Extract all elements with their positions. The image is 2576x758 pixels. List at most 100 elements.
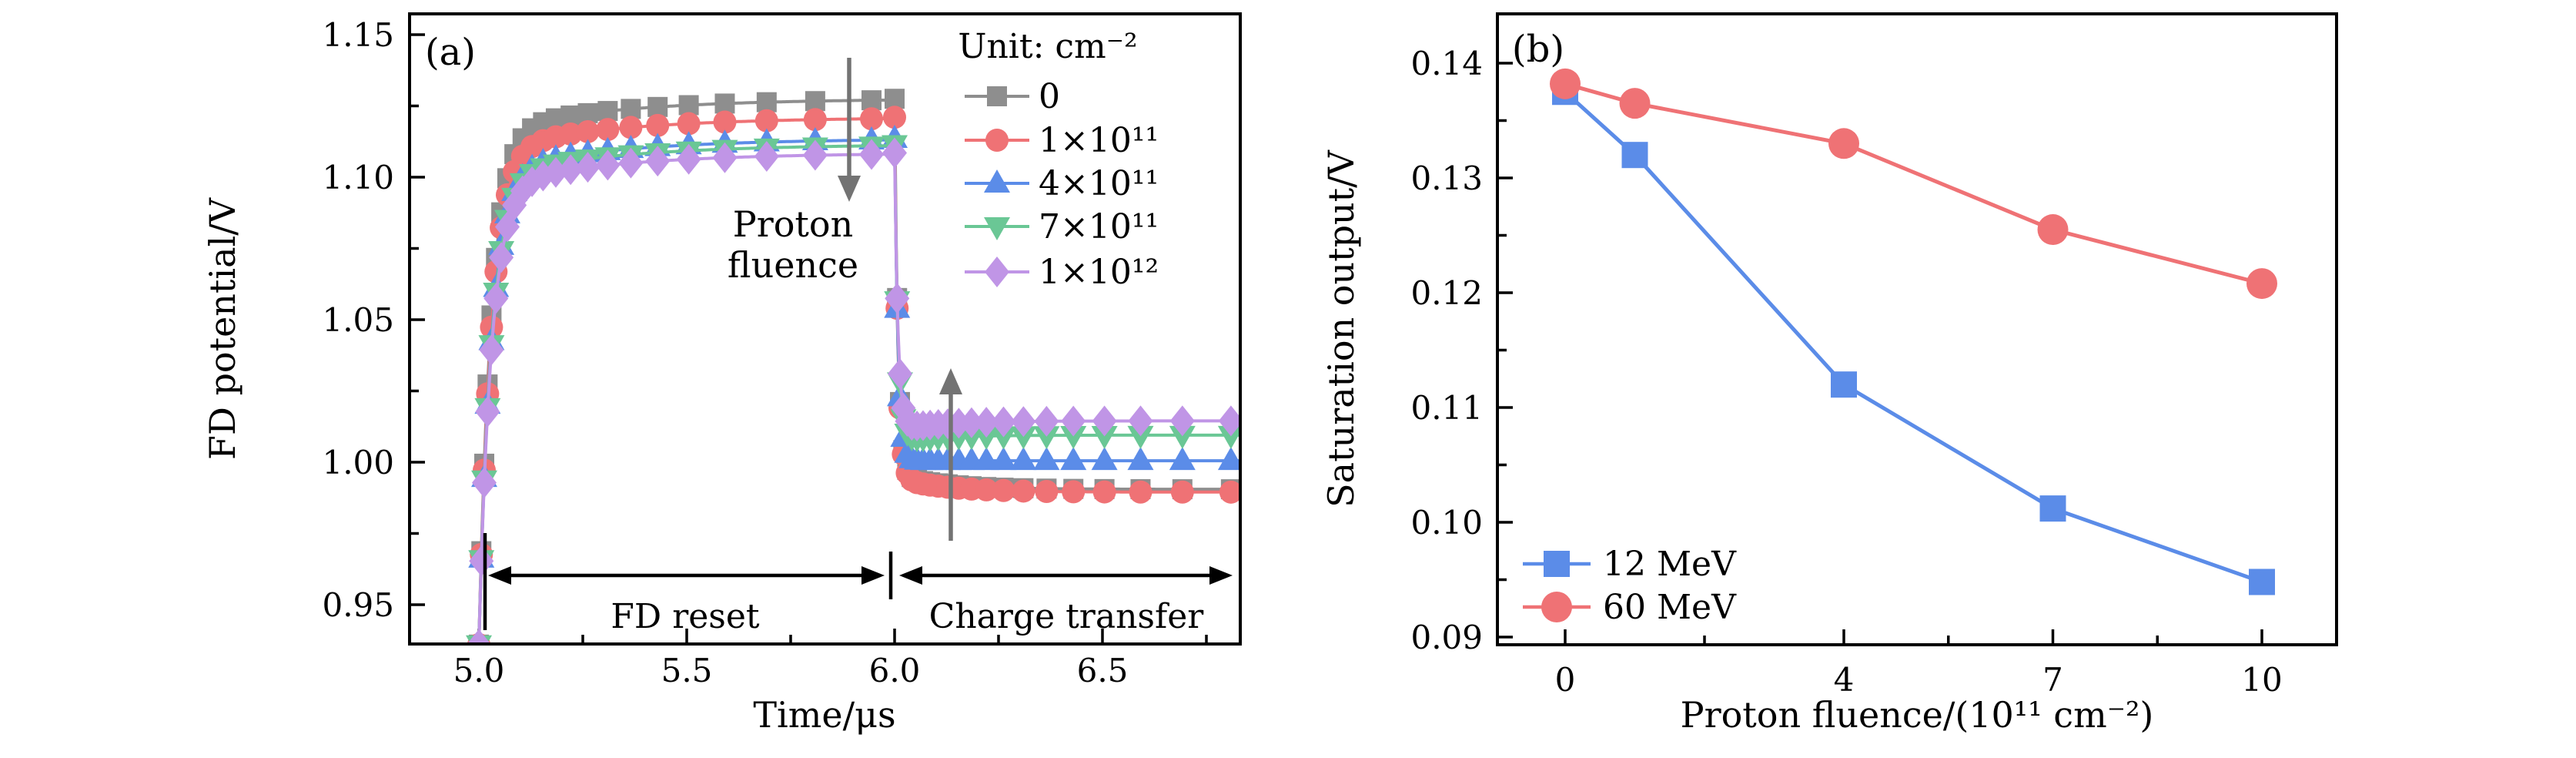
- series-marker-diamond: [469, 545, 494, 577]
- legend-item: 1×10¹¹: [965, 121, 1159, 160]
- series-marker-triangle-down: [984, 217, 1010, 240]
- plot-frame: [1496, 12, 2338, 646]
- arrowhead-down-icon: [838, 176, 861, 202]
- series-marker-diamond: [471, 467, 497, 498]
- series-marker-diamond: [468, 629, 490, 642]
- proton-fluence-down-arrow: [838, 58, 861, 202]
- panel-b: 0 4 7 10 0.09 0.10 0.11 0.12 0.13 0.14 Proton flue…: [1320, 12, 2338, 736]
- series-marker-square: [1544, 551, 1570, 577]
- y-tick-label: 0.09: [1410, 619, 1483, 656]
- series-marker-circle: [985, 129, 1009, 152]
- series-marker-diamond: [1128, 405, 1153, 437]
- series-marker-diamond: [595, 149, 621, 181]
- series-marker-circle: [596, 118, 620, 142]
- series-marker-diamond: [676, 143, 701, 175]
- series-marker-triangle-up: [984, 169, 1010, 193]
- series-marker-square: [885, 89, 905, 109]
- series-marker-diamond: [1218, 405, 1239, 437]
- legend-label: 7×10¹¹: [1039, 207, 1159, 247]
- series-marker-diamond: [543, 156, 568, 188]
- y-tick-label: 0.95: [322, 586, 394, 624]
- series-marker-circle: [975, 478, 999, 501]
- series-marker-circle: [860, 107, 884, 131]
- series-marker-triangle-up: [1091, 447, 1118, 471]
- series-marker-diamond: [575, 152, 601, 183]
- series-marker-circle: [2037, 214, 2069, 246]
- series-marker-square: [987, 86, 1007, 106]
- series-marker-diamond: [479, 334, 504, 366]
- series-marker-diamond: [483, 283, 509, 314]
- series-marker-circle: [713, 110, 737, 134]
- legend-label: 60 MeV: [1603, 588, 1737, 627]
- fd-reset-span-arrow: [488, 566, 885, 585]
- series-marker-diamond: [618, 147, 644, 179]
- series-marker-circle: [1170, 480, 1194, 504]
- series-marker-triangle-up: [1217, 447, 1239, 471]
- series-marker-diamond: [802, 139, 828, 171]
- arrowhead-right-icon: [1209, 566, 1233, 585]
- series-marker-square: [597, 101, 618, 122]
- panel-a-legend: Unit: cm⁻² 0 1×10¹¹ 4×10¹¹ 7×10¹¹ 1×10¹²: [958, 27, 1159, 292]
- series-marker-triangle-down: [1033, 426, 1060, 450]
- series-marker-diamond: [882, 137, 907, 169]
- series-marker-circle: [992, 478, 1015, 502]
- series-4: [468, 137, 1239, 642]
- series-marker-square: [1831, 371, 1857, 398]
- series-marker-diamond: [885, 283, 910, 314]
- series-marker-triangle-up: [1033, 447, 1060, 471]
- series-marker-diamond: [991, 406, 1016, 438]
- series-marker-diamond: [645, 146, 671, 177]
- series-marker-circle: [1541, 592, 1572, 622]
- series-marker-triangle-down: [990, 426, 1017, 450]
- series-marker-circle: [559, 122, 583, 146]
- series-marker-circle: [619, 116, 643, 139]
- series-marker-triangle-up: [990, 447, 1017, 471]
- charge-transfer-label: Charge transfer: [929, 597, 1205, 636]
- series-marker-circle: [1012, 479, 1035, 503]
- series-marker-triangle-up: [1127, 447, 1154, 471]
- series-marker-circle: [803, 108, 827, 132]
- y-tick-label: 0.10: [1410, 504, 1483, 542]
- series-marker-square: [621, 99, 641, 119]
- y-tick-label: 0.11: [1410, 389, 1483, 427]
- series-marker-triangle-down: [1169, 425, 1196, 449]
- arrowhead-left-icon: [488, 566, 511, 585]
- series-marker-square: [2039, 495, 2066, 522]
- legend-label: 4×10¹¹: [1039, 164, 1159, 203]
- x-tick-label: 0: [1555, 661, 1576, 699]
- arrowhead-up-icon: [939, 368, 962, 394]
- legend-item: 1×10¹²: [965, 253, 1159, 292]
- series-marker-square: [2249, 568, 2275, 595]
- series-marker-diamond: [1061, 405, 1086, 437]
- series-0: [1552, 79, 2275, 595]
- series-marker-diamond: [985, 257, 1009, 287]
- series-marker-diamond: [502, 190, 527, 221]
- legend-item: 12 MeV: [1523, 545, 1737, 584]
- legend-item: 0: [965, 77, 1060, 116]
- x-tick-label: 7: [2042, 661, 2063, 699]
- series-marker-square: [1621, 142, 1648, 169]
- series-marker-circle: [1219, 480, 1239, 504]
- legend-item: 4×10¹¹: [965, 164, 1159, 203]
- series-marker-circle: [2246, 268, 2277, 300]
- x-tick-label: 5.5: [661, 652, 713, 689]
- series-marker-diamond: [859, 139, 885, 170]
- x-axis-label: Time/μs: [753, 694, 895, 736]
- series-marker-circle: [1062, 480, 1086, 504]
- series-marker-diamond: [1011, 406, 1036, 438]
- legend-item: 7×10¹¹: [965, 207, 1159, 247]
- series-marker-circle: [1828, 128, 1859, 159]
- series-marker-diamond: [887, 358, 912, 390]
- x-axis-label: Proton fluence/(10¹¹ cm⁻²): [1681, 694, 2154, 736]
- series-marker-circle: [1550, 68, 1581, 99]
- proton-fluence-label-line2: fluence: [728, 244, 858, 286]
- series-marker-diamond: [475, 396, 500, 428]
- series-marker-diamond: [489, 242, 514, 273]
- series-marker-circle: [576, 119, 600, 143]
- series-marker-triangle-down: [973, 427, 1000, 451]
- y-axis-label: FD potential/V: [202, 197, 243, 460]
- series-marker-triangle-up: [1169, 447, 1196, 471]
- series-marker-circle: [677, 112, 701, 136]
- series-marker-square: [714, 93, 735, 114]
